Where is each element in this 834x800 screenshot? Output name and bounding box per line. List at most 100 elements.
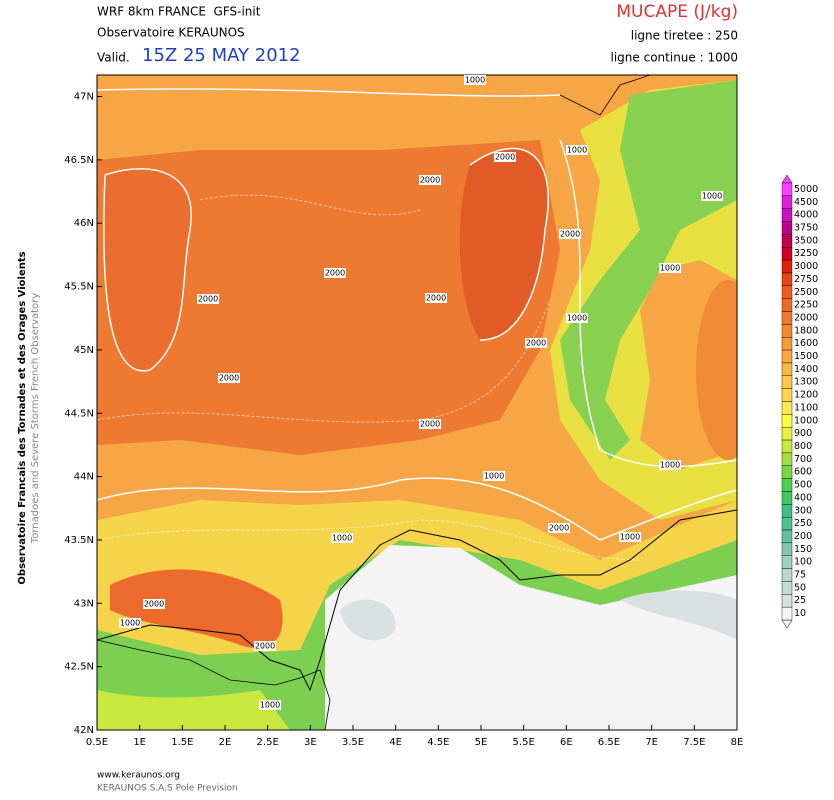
sea-low — [340, 590, 737, 641]
colorbar-label: 500 — [794, 480, 812, 491]
colorbar-label: 1200 — [794, 390, 818, 401]
contour-label-bg — [525, 338, 547, 348]
map-frame — [96, 74, 738, 731]
footer-site: www.keraunos.org — [97, 771, 180, 781]
colorbar-label: 1300 — [794, 377, 818, 388]
contour-label: 1000 — [620, 533, 640, 542]
contour-label: 1000 — [484, 472, 504, 481]
colorbar-box — [781, 439, 793, 454]
field-peak — [103, 168, 192, 371]
colorbar-box — [781, 337, 793, 351]
field-low — [97, 690, 290, 730]
colorbar-box — [781, 221, 793, 235]
contour-label-bg — [619, 532, 641, 542]
colorbar-box — [781, 195, 793, 209]
x-tick-label: 1E — [133, 737, 146, 748]
contour-label-bg — [425, 293, 447, 303]
colorbar-label: 4500 — [794, 197, 818, 208]
contour — [199, 194, 421, 216]
colorbar-box — [781, 529, 793, 544]
colorbar-box — [781, 401, 793, 415]
colorbar-label: 1400 — [794, 364, 818, 375]
y-tick-label: 45N — [74, 345, 94, 356]
contour-label: 1000 — [702, 192, 722, 201]
x-tick-label: 7.5E — [683, 737, 705, 748]
contour-label-bg — [419, 175, 441, 185]
contour-label-bg — [143, 599, 165, 609]
colorbar-box — [781, 349, 793, 364]
colorbar-tip — [781, 174, 793, 184]
colorbar-label: 800 — [794, 441, 812, 452]
colorbar-label: 1500 — [794, 351, 818, 362]
contour-label: 2000 — [426, 294, 446, 303]
colorbar-label: 1000 — [794, 415, 818, 426]
border — [97, 639, 331, 730]
colorbar-box — [781, 568, 793, 582]
contour-label-bg — [259, 700, 281, 710]
contour-label-bg — [701, 191, 723, 201]
contour-label: 1000 — [332, 534, 352, 543]
contour-label-bg — [119, 618, 141, 628]
colorbar-label: 3250 — [794, 248, 818, 259]
colorbar-box — [781, 452, 793, 466]
y-tick-label: 44.5N — [64, 408, 94, 419]
field-low — [560, 80, 737, 460]
field-high — [696, 280, 737, 460]
contour-label: 1000 — [660, 264, 680, 273]
contour-label-bg — [566, 145, 588, 155]
side-text: Observatoire Francais des Tornades et de… — [17, 251, 28, 584]
x-tick-label: 3.5E — [342, 737, 364, 748]
x-tick-label: 5E — [475, 737, 488, 748]
colorbar-box — [781, 491, 793, 505]
colorbar-label: 150 — [794, 544, 812, 555]
colorbar-box — [781, 606, 793, 621]
contour-label: 2000 — [549, 524, 569, 533]
source: Observatoire KERAUNOS — [97, 26, 245, 40]
colorbar-label: 600 — [794, 467, 812, 478]
colorbar-label: 300 — [794, 505, 812, 516]
model-title: WRF 8km FRANCE GFS-init — [97, 5, 261, 19]
y-tick-label: 46N — [74, 218, 94, 229]
colorbar-box — [781, 182, 793, 197]
colorbar-box — [781, 324, 793, 338]
dashed-legend: ligne tiretee : 250 — [631, 29, 738, 43]
contour-label-bg — [559, 229, 581, 239]
y-tick-label: 47N — [74, 92, 94, 103]
contour — [469, 147, 549, 341]
x-tick-label: 3E — [304, 737, 317, 748]
colorbar-box — [781, 542, 793, 556]
colorbar-label: 1100 — [794, 402, 818, 413]
contour — [97, 477, 737, 541]
field-high — [97, 140, 560, 455]
colorbar-box — [781, 427, 793, 441]
colorbar-label: 2250 — [794, 300, 818, 311]
colorbar-label: 3750 — [794, 222, 818, 233]
x-tick-label: 7E — [645, 737, 658, 748]
contour — [97, 299, 551, 423]
contours-dashed — [97, 194, 641, 561]
x-tick-label: 1.5E — [171, 737, 193, 748]
x-tick-label: 8E — [731, 737, 744, 748]
colorbar-label: 100 — [794, 557, 812, 568]
contour-label: 1000 — [660, 461, 680, 470]
sea — [325, 545, 737, 730]
contour-label: 2000 — [219, 374, 239, 383]
colorbar-box — [781, 259, 793, 274]
colorbar-label: 2500 — [794, 287, 818, 298]
colorbar-label: 2750 — [794, 274, 818, 285]
x-tick-label: 2.5E — [257, 737, 279, 748]
colorbar-box — [781, 581, 793, 595]
colorbar-box — [781, 478, 793, 492]
field-peak — [110, 569, 283, 648]
contour-label-bg — [464, 75, 486, 85]
y-tick-label: 45.5N — [64, 282, 94, 293]
contour-label-bg — [218, 373, 240, 383]
x-tick-label: 2E — [219, 737, 232, 748]
colorbar-box — [781, 414, 793, 428]
colorbar-box — [781, 375, 793, 389]
contour-label: 2000 — [526, 339, 546, 348]
contour-label-bg — [331, 533, 353, 543]
colorbar-label: 900 — [794, 428, 812, 439]
contour-label-bg — [494, 152, 516, 162]
